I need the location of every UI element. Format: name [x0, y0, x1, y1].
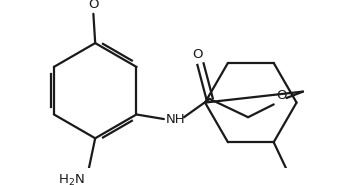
Text: O: O [192, 48, 203, 60]
Text: O: O [88, 0, 99, 11]
Text: H$_2$N: H$_2$N [58, 173, 85, 185]
Text: NH: NH [166, 113, 185, 127]
Text: O: O [277, 89, 287, 102]
